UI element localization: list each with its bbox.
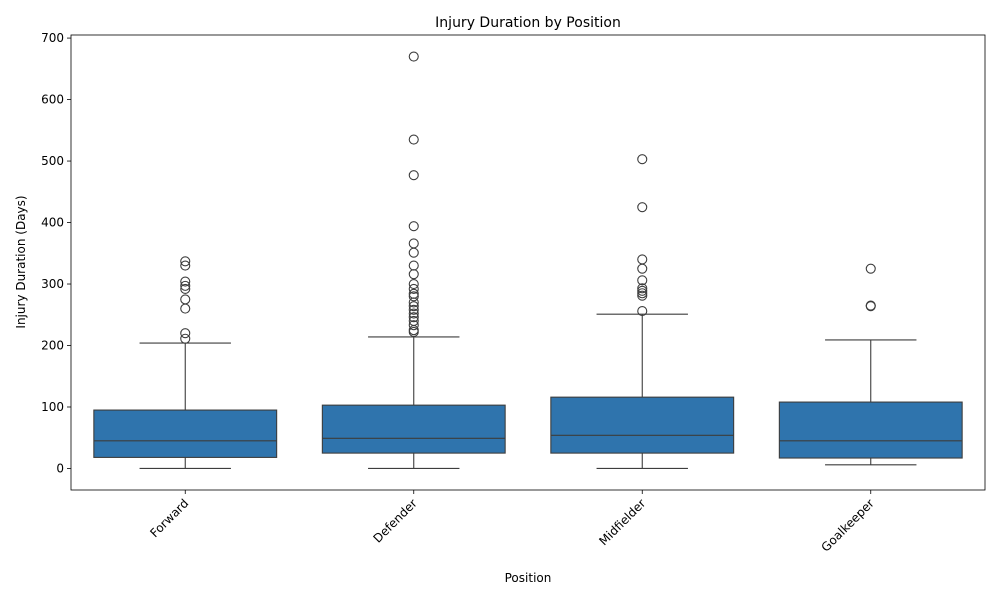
outlier-point [637, 254, 648, 265]
iqr-box [778, 401, 963, 459]
y-tick-label: 700 [41, 31, 64, 45]
x-tick-label: Forward [147, 496, 191, 540]
y-tick-label: 0 [56, 461, 64, 475]
outlier-point [408, 288, 419, 299]
x-tick-label: Defender [371, 496, 420, 545]
chart-title: Injury Duration by Position [435, 15, 621, 31]
outlier-point [180, 283, 191, 294]
y-tick-label: 500 [41, 154, 64, 168]
outlier-point [637, 202, 648, 213]
x-axis-label: Position [505, 571, 552, 585]
outlier-point [865, 300, 876, 311]
outlier-point [408, 269, 419, 280]
outlier-point [180, 303, 191, 314]
x-tick-label: Midfielder [596, 496, 648, 548]
outlier-point [408, 283, 419, 294]
outlier-point [408, 134, 419, 145]
y-tick-label: 200 [41, 339, 64, 353]
iqr-box [321, 404, 506, 454]
outlier-point [180, 328, 191, 339]
outlier-point [408, 260, 419, 271]
outlier-point [637, 283, 648, 294]
outlier-point [408, 238, 419, 249]
outlier-point [637, 263, 648, 274]
outlier-point [637, 288, 648, 299]
outlier-point [408, 301, 419, 312]
y-tick-label: 100 [41, 400, 64, 414]
outlier-point [408, 278, 419, 290]
y-axis-label: Injury Duration (Days) [14, 195, 28, 328]
outlier-point [408, 170, 419, 181]
outlier-point [637, 290, 648, 301]
outlier-point [408, 320, 419, 331]
x-tick-label: Goalkeeper [818, 496, 876, 554]
outlier-point [180, 260, 191, 271]
outlier-point [408, 247, 419, 258]
y-tick-label: 400 [41, 216, 64, 230]
outlier-point [637, 306, 648, 317]
outlier-point [180, 256, 191, 267]
outlier-point [408, 51, 419, 62]
outlier-point [408, 291, 419, 302]
outlier-point [180, 294, 191, 305]
y-tick-label: 300 [41, 277, 64, 291]
outlier-point [408, 304, 419, 315]
iqr-box [93, 409, 278, 458]
outlier-point [180, 276, 191, 287]
outlier-point [637, 285, 648, 296]
outlier-point [865, 263, 876, 274]
iqr-box [550, 396, 735, 454]
outlier-point [637, 154, 648, 165]
outlier-point [637, 275, 648, 286]
outlier-point [180, 333, 191, 344]
outlier-point [408, 221, 419, 232]
outlier-point [180, 280, 191, 291]
outlier-point [408, 312, 419, 323]
outlier-point [408, 308, 419, 319]
plot-area: 0 100 200 300 400 500 600 700 Forward Defender Mid… [41, 31, 986, 555]
plot-frame [70, 34, 986, 491]
y-tick-label: 600 [41, 93, 64, 107]
outlier-point [408, 315, 419, 326]
